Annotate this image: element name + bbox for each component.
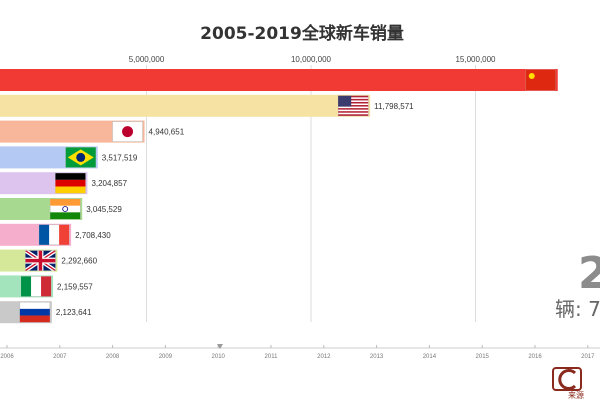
- italy-flag-icon: [20, 276, 52, 297]
- timeline-year[interactable]: 2008: [106, 354, 120, 360]
- india-flag-icon: [49, 198, 81, 220]
- value-label: 3,517,519: [102, 153, 138, 162]
- timeline-year[interactable]: 2011: [265, 354, 279, 360]
- timeline-year[interactable]: 2010: [212, 354, 226, 360]
- timeline-year[interactable]: 2016: [528, 354, 542, 360]
- timeline-marker-icon[interactable]: [217, 344, 223, 349]
- timeline-year[interactable]: 2007: [53, 354, 67, 360]
- source-logo: 来源: [552, 367, 584, 400]
- brazil-flag-icon: [65, 147, 96, 168]
- value-label: 11,798,571: [374, 102, 414, 111]
- value-label: 3,045,529: [86, 205, 122, 214]
- x-tick-label: 5,000,000: [129, 55, 165, 64]
- value-labels: 11,798,571 4,940,651 3,517,519 3,204,857 3,0…: [56, 102, 414, 317]
- x-axis-ticks: 5,000,000 10,000,000 15,000,000: [129, 55, 496, 64]
- x-tick-label: 15,000,000: [455, 55, 496, 64]
- china-flag-icon: [525, 69, 556, 91]
- x-tick-label: 10,000,000: [291, 55, 332, 64]
- timeline-year[interactable]: 2012: [317, 354, 331, 360]
- timeline-year[interactable]: 2006: [0, 354, 14, 360]
- value-label: 2,292,660: [61, 257, 97, 266]
- logo-icon: [552, 367, 582, 391]
- value-label: 2,159,557: [57, 282, 93, 291]
- year-counter: 2: [578, 248, 600, 299]
- value-label: 4,940,651: [149, 128, 185, 137]
- timeline-year[interactable]: 2014: [423, 354, 437, 360]
- year-timeline[interactable]: 2006 2007 2008 2009 2010 2011 2012 2013 2014 2015…: [0, 344, 600, 360]
- usa-flag-icon: [337, 95, 369, 117]
- value-label: 2,123,641: [56, 308, 92, 317]
- timeline-year[interactable]: 2017: [581, 354, 595, 360]
- uk-flag-icon: [25, 250, 56, 271]
- watermark-text: 来源: [568, 391, 584, 400]
- france-flag-icon: [38, 224, 70, 246]
- chart-title: 2005-2019全球新车销量: [200, 23, 404, 44]
- timeline-year[interactable]: 2009: [159, 354, 173, 360]
- value-label: 3,204,857: [91, 179, 127, 188]
- bar-japan: [0, 120, 145, 143]
- bars: [0, 69, 558, 324]
- bar-usa: [0, 94, 371, 117]
- bar-china: [0, 69, 558, 91]
- timeline-year[interactable]: 2013: [370, 354, 384, 360]
- total-unit-label: 辆: 7: [555, 297, 600, 321]
- russia-flag-icon: [19, 301, 51, 323]
- timeline-year[interactable]: 2015: [476, 354, 490, 360]
- japan-flag-icon: [112, 121, 143, 142]
- value-label: 2,708,430: [75, 231, 111, 240]
- germany-flag-icon: [55, 172, 86, 194]
